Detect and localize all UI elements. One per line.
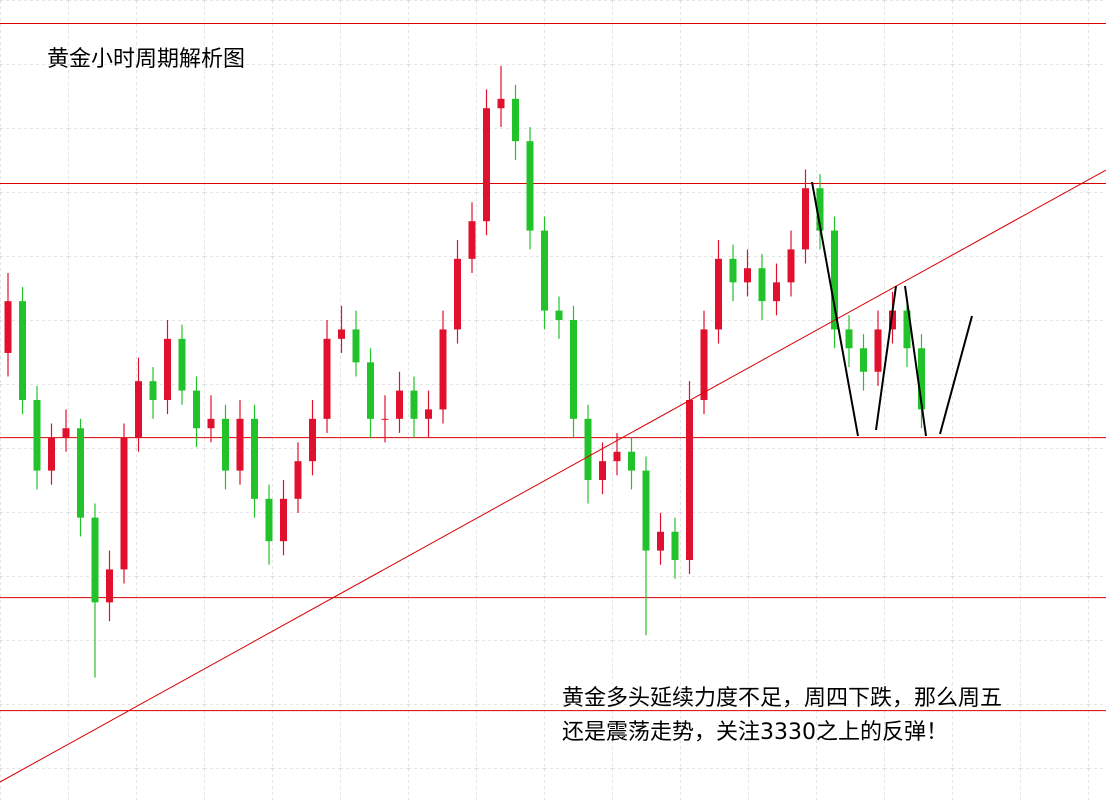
candle-body	[222, 418, 229, 471]
candle-body	[512, 98, 519, 142]
candle-body	[4, 301, 12, 353]
candle-body	[526, 141, 534, 231]
candle-body	[193, 390, 200, 429]
candle-body	[19, 301, 26, 400]
candle-body	[468, 221, 476, 259]
candle-body	[381, 418, 389, 420]
candle-body	[729, 258, 737, 283]
candle-body	[686, 400, 693, 560]
candle-body	[773, 282, 780, 302]
candle-body	[251, 418, 258, 499]
candle-body	[439, 329, 447, 410]
candle-body	[135, 381, 142, 438]
candle-body	[918, 348, 925, 410]
trend-line	[0, 169, 1106, 783]
candle-body	[657, 531, 664, 551]
w-pattern	[811, 181, 973, 437]
candle-body	[860, 348, 867, 372]
candle-body	[91, 517, 99, 603]
candle-body	[164, 338, 171, 400]
candle-body	[744, 268, 751, 283]
candle-body	[120, 437, 128, 570]
candle-body	[700, 329, 708, 400]
candle-body	[497, 98, 505, 109]
candle-body	[178, 338, 186, 391]
candle-body	[280, 498, 287, 542]
candle-body	[584, 418, 592, 480]
candle-body	[570, 320, 577, 419]
candle-body	[265, 498, 273, 542]
candle-body	[454, 258, 461, 330]
candle-body	[77, 428, 84, 518]
candle-body	[410, 390, 418, 419]
annotation: 还是震荡走势，关注3330之上的反弹！	[562, 720, 948, 745]
candle-body	[802, 188, 809, 250]
levels	[0, 23, 1106, 712]
candle-body	[541, 230, 548, 311]
candle-body	[613, 451, 621, 462]
candles	[4, 65, 925, 678]
candle-body	[425, 409, 432, 419]
candle-body	[903, 310, 911, 349]
candle-body	[787, 249, 795, 283]
candle-body	[149, 381, 157, 400]
candle-body	[62, 428, 70, 438]
candle-body	[642, 470, 650, 551]
candle-body	[396, 390, 403, 419]
candle-body	[831, 230, 838, 330]
candle-body	[294, 461, 302, 499]
candle-body	[367, 362, 374, 419]
candle-body	[758, 268, 766, 302]
candle-body	[555, 310, 563, 320]
candle-body	[48, 437, 55, 471]
candle-body	[236, 418, 244, 471]
candle-body	[845, 329, 853, 349]
candle-body	[874, 329, 882, 372]
candle-body	[106, 569, 113, 603]
candle-body	[309, 418, 316, 462]
candle-body	[483, 108, 490, 222]
candle-body	[323, 338, 331, 419]
candle-body	[889, 310, 896, 330]
candle-body	[207, 418, 215, 429]
chart-title: 黄金小时周期解析图	[47, 47, 245, 72]
candle-body	[338, 329, 345, 339]
candle-body	[715, 258, 722, 330]
candle-body	[352, 329, 360, 363]
annotation: 黄金多头延续力度不足，周四下跌，那么周五	[562, 686, 1002, 711]
candle-body	[671, 531, 679, 560]
candle-body	[599, 461, 606, 480]
candle-body	[816, 188, 824, 231]
candle-body	[33, 400, 41, 471]
candle-body	[628, 451, 635, 471]
